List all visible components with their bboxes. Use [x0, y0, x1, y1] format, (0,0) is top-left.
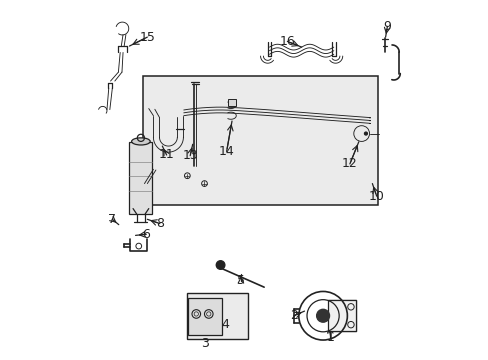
Text: 10: 10 [368, 190, 384, 203]
Bar [129, 143, 152, 214]
Text: 2: 2 [289, 309, 297, 322]
Text: 14: 14 [218, 145, 234, 158]
Text: 5: 5 [237, 274, 244, 287]
Text: 4: 4 [221, 318, 228, 331]
Text: 8: 8 [156, 217, 163, 230]
Text: 7: 7 [108, 213, 116, 226]
Bar [328, 300, 356, 332]
Circle shape [316, 309, 329, 322]
Bar [142, 76, 378, 205]
Text: 9: 9 [383, 20, 390, 33]
Circle shape [364, 132, 366, 135]
Text: 16: 16 [279, 35, 295, 48]
Bar [186, 293, 247, 339]
Text: 6: 6 [142, 228, 150, 241]
Text: 12: 12 [341, 157, 357, 170]
Bar [227, 99, 235, 106]
Text: 13: 13 [182, 149, 198, 162]
Text: 15: 15 [139, 31, 155, 44]
Text: 3: 3 [201, 337, 209, 350]
Text: 1: 1 [325, 332, 333, 345]
FancyBboxPatch shape [188, 298, 222, 336]
Circle shape [216, 261, 224, 269]
Text: 11: 11 [159, 148, 174, 162]
Ellipse shape [133, 139, 148, 144]
